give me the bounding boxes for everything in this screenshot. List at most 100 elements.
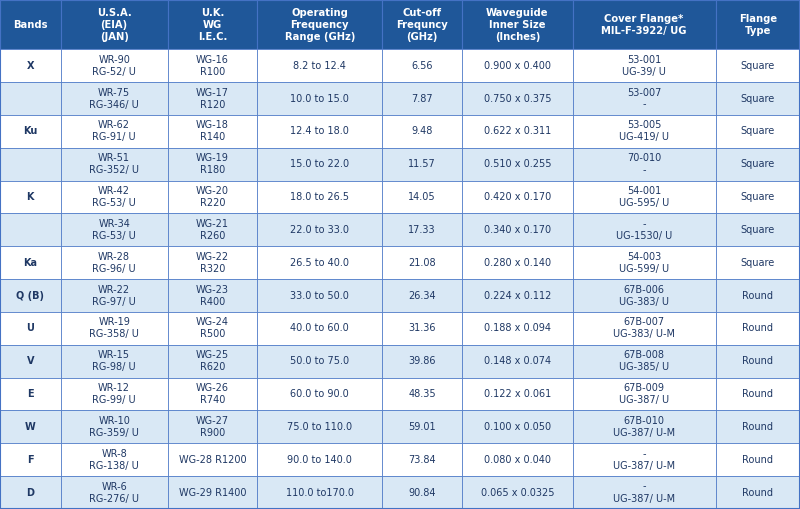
Text: WR-12
RG-99/ U: WR-12 RG-99/ U <box>92 383 136 405</box>
Text: Operating
Frequency
Range (GHz): Operating Frequency Range (GHz) <box>285 8 355 42</box>
Text: 0.080 x 0.040: 0.080 x 0.040 <box>484 455 551 465</box>
Bar <box>573 476 716 509</box>
Text: V: V <box>26 356 34 366</box>
Text: U: U <box>26 323 34 333</box>
Bar <box>462 378 573 410</box>
Bar <box>382 148 462 181</box>
Text: 90.84: 90.84 <box>409 488 436 498</box>
Text: 54-001
UG-595/ U: 54-001 UG-595/ U <box>619 186 670 208</box>
Bar <box>168 312 258 345</box>
Text: Cut-off
Frequncy
(GHz): Cut-off Frequncy (GHz) <box>396 8 448 42</box>
Text: WR-62
RG-91/ U: WR-62 RG-91/ U <box>92 120 136 143</box>
Bar <box>382 279 462 312</box>
Bar <box>0 49 61 82</box>
Text: 18.0 to 26.5: 18.0 to 26.5 <box>290 192 350 202</box>
Bar <box>61 213 168 246</box>
Bar <box>462 148 573 181</box>
Text: 0.340 x 0.170: 0.340 x 0.170 <box>484 225 551 235</box>
Text: 0.622 x 0.311: 0.622 x 0.311 <box>484 126 551 136</box>
Bar <box>716 345 800 378</box>
Bar <box>382 49 462 82</box>
Text: WR-6
RG-276/ U: WR-6 RG-276/ U <box>89 482 139 503</box>
Text: 15.0 to 22.0: 15.0 to 22.0 <box>290 159 350 169</box>
Bar <box>716 181 800 213</box>
Bar <box>0 0 61 49</box>
Text: 6.56: 6.56 <box>411 61 433 71</box>
Bar <box>168 410 258 443</box>
Bar <box>168 115 258 148</box>
Bar <box>716 49 800 82</box>
Bar <box>0 148 61 181</box>
Text: WG-27
R900: WG-27 R900 <box>196 416 229 438</box>
Text: D: D <box>26 488 34 498</box>
Text: Flange
Type: Flange Type <box>739 14 777 36</box>
Text: U.K.
WG
I.E.C.: U.K. WG I.E.C. <box>198 8 227 42</box>
Text: Round: Round <box>742 389 774 399</box>
Bar <box>462 0 573 49</box>
Text: 40.0 to 60.0: 40.0 to 60.0 <box>290 323 349 333</box>
Text: WR-22
RG-97/ U: WR-22 RG-97/ U <box>92 285 136 306</box>
Bar <box>462 279 573 312</box>
Bar <box>168 148 258 181</box>
Bar <box>0 181 61 213</box>
Bar <box>382 378 462 410</box>
Text: WR-28
RG-96/ U: WR-28 RG-96/ U <box>92 252 136 274</box>
Text: U.S.A.
(EIA)
(JAN): U.S.A. (EIA) (JAN) <box>97 8 131 42</box>
Bar <box>258 312 382 345</box>
Text: WR-51
RG-352/ U: WR-51 RG-352/ U <box>89 153 139 175</box>
Bar <box>61 312 168 345</box>
Text: 10.0 to 15.0: 10.0 to 15.0 <box>290 94 350 103</box>
Text: 73.84: 73.84 <box>408 455 436 465</box>
Bar <box>258 443 382 476</box>
Text: Square: Square <box>741 94 775 103</box>
Bar <box>258 148 382 181</box>
Bar <box>716 213 800 246</box>
Text: Round: Round <box>742 488 774 498</box>
Text: 0.750 x 0.375: 0.750 x 0.375 <box>483 94 551 103</box>
Text: 53-005
UG-419/ U: 53-005 UG-419/ U <box>619 120 669 143</box>
Text: 75.0 to 110.0: 75.0 to 110.0 <box>287 422 352 432</box>
Text: Q (B): Q (B) <box>16 291 44 300</box>
Bar <box>382 82 462 115</box>
Text: 0.224 x 0.112: 0.224 x 0.112 <box>484 291 551 300</box>
Bar <box>573 49 716 82</box>
Bar <box>258 181 382 213</box>
Bar <box>382 115 462 148</box>
Text: 0.900 x 0.400: 0.900 x 0.400 <box>484 61 551 71</box>
Bar <box>168 378 258 410</box>
Text: 67B-009
UG-387/ U: 67B-009 UG-387/ U <box>619 383 670 405</box>
Text: Ku: Ku <box>23 126 38 136</box>
Text: WG-20
R220: WG-20 R220 <box>196 186 229 208</box>
Bar <box>0 476 61 509</box>
Bar <box>462 312 573 345</box>
Text: 53-007
-: 53-007 - <box>627 88 662 109</box>
Bar <box>716 0 800 49</box>
Bar <box>61 279 168 312</box>
Text: WR-15
RG-98/ U: WR-15 RG-98/ U <box>92 350 136 372</box>
Bar <box>573 0 716 49</box>
Bar <box>0 410 61 443</box>
Text: -
UG-387/ U-M: - UG-387/ U-M <box>613 449 675 471</box>
Bar <box>462 246 573 279</box>
Text: Round: Round <box>742 356 774 366</box>
Bar <box>61 82 168 115</box>
Bar <box>462 49 573 82</box>
Bar <box>168 279 258 312</box>
Bar <box>573 378 716 410</box>
Bar <box>258 0 382 49</box>
Bar <box>382 443 462 476</box>
Text: 60.0 to 90.0: 60.0 to 90.0 <box>290 389 349 399</box>
Text: 11.57: 11.57 <box>408 159 436 169</box>
Bar <box>0 312 61 345</box>
Text: 31.36: 31.36 <box>409 323 436 333</box>
Text: Square: Square <box>741 61 775 71</box>
Text: E: E <box>27 389 34 399</box>
Bar <box>573 279 716 312</box>
Text: WR-42
RG-53/ U: WR-42 RG-53/ U <box>92 186 136 208</box>
Bar <box>716 246 800 279</box>
Bar <box>716 410 800 443</box>
Text: 12.4 to 18.0: 12.4 to 18.0 <box>290 126 350 136</box>
Bar <box>0 82 61 115</box>
Bar <box>573 345 716 378</box>
Text: 54-003
UG-599/ U: 54-003 UG-599/ U <box>619 252 670 274</box>
